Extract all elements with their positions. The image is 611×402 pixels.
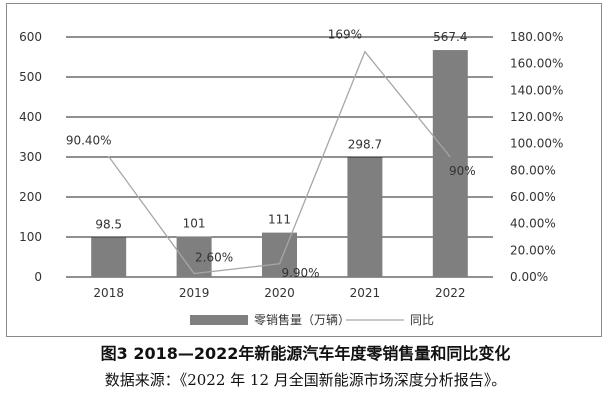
y-left-tick-label: 300 [19, 150, 42, 164]
y-right-tick-label: 80.00% [510, 163, 556, 177]
line-series [108, 50, 451, 275]
bar-value-label: 567.4 [433, 30, 467, 44]
legend-label-line: 同比 [410, 313, 434, 327]
bar [91, 237, 127, 277]
y-right-tick-label: 20.00% [510, 243, 556, 257]
bar-series [91, 50, 468, 277]
y-left-tick-label: 400 [19, 110, 42, 124]
bar [262, 232, 297, 277]
line-value-label: 2.60% [195, 251, 233, 265]
bar [432, 50, 468, 277]
y-left-tick-label: 100 [19, 230, 42, 244]
x-tick-label: 2018 [93, 286, 124, 300]
legend-swatch-bar [190, 315, 248, 325]
line-value-label: 90% [449, 164, 476, 178]
source-note: 数据来源：《2022 年 12 月全国新能源市场深度分析报告》。 [104, 371, 507, 389]
yoy-line [108, 50, 451, 275]
legend-label-bar: 零销售量（万辆） [254, 312, 350, 327]
gridlines [66, 36, 493, 278]
line-value-label: 90.40% [66, 133, 112, 147]
data-labels: 98.5 101 111 298.7 567.4 90.40% 2.60% 9.90% 169%… [66, 28, 476, 280]
y-right-tick-label: 100.00% [510, 137, 563, 151]
y-left-tick-label: 200 [19, 190, 42, 204]
y-right-tick-label: 60.00% [510, 190, 556, 204]
bar-value-label: 101 [183, 217, 206, 231]
line-value-label: 169% [328, 28, 362, 42]
x-tick-label: 2020 [264, 286, 295, 300]
bar-value-label: 111 [268, 213, 291, 227]
x-tick-label: 2019 [179, 286, 210, 300]
combo-chart: 98.5 101 111 298.7 567.4 90.40% 2.60% 9.90% 169%… [19, 28, 563, 327]
y-right-tick-label: 160.00% [510, 57, 563, 71]
bar [347, 157, 383, 277]
axes: 0 100 200 300 400 500 600 0.00% 20.00% 40.00% 60.0… [19, 30, 563, 300]
chart-frame [6, 3, 602, 337]
bar-value-label: 298.7 [348, 138, 382, 152]
y-right-tick-label: 0.00% [510, 270, 548, 284]
y-left-tick-label: 600 [19, 30, 42, 44]
y-right-tick-label: 180.00% [510, 30, 563, 44]
y-right-tick-label: 40.00% [510, 217, 556, 231]
bar-value-label: 98.5 [95, 218, 122, 232]
y-right-tick-label: 140.00% [510, 83, 563, 97]
x-tick-label: 2022 [435, 286, 466, 300]
figure-caption: 图3 2018—2022年新能源汽车年度零销售量和同比变化 [100, 344, 511, 363]
y-right-tick-label: 120.00% [510, 110, 563, 124]
y-left-tick-label: 500 [19, 70, 42, 84]
x-tick-label: 2021 [350, 286, 381, 300]
y-left-tick-label: 0 [34, 270, 42, 284]
legend: 零销售量（万辆） 同比 [190, 312, 434, 327]
line-value-label: 9.90% [281, 266, 319, 280]
